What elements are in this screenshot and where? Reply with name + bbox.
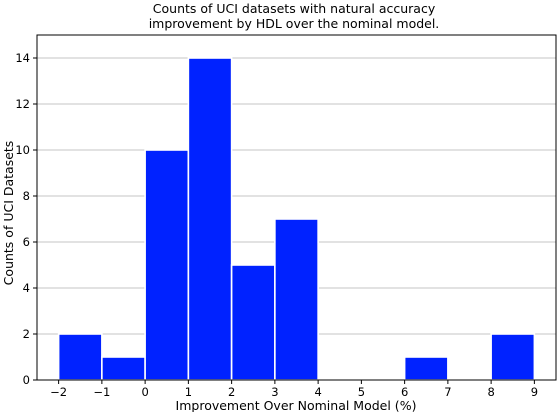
x-tick-label: 9 — [531, 385, 538, 399]
x-tick-label: 8 — [487, 385, 494, 399]
x-tick-label: 5 — [358, 385, 365, 399]
histogram-bar — [144, 149, 190, 381]
x-tick-label: 4 — [314, 385, 321, 399]
y-axis-ticks: 0 2 4 6 8 10 12 14 — [15, 51, 37, 387]
y-tick-label: 10 — [15, 143, 30, 157]
y-tick-label: 8 — [23, 189, 30, 203]
bars — [57, 57, 536, 381]
y-tick-label: 12 — [15, 97, 30, 111]
x-tick-label: 1 — [185, 385, 192, 399]
y-tick-label: 0 — [23, 373, 30, 387]
x-axis-ticks: −2 −1 0 1 2 3 4 5 6 7 8 9 — [50, 380, 538, 399]
histogram-bar — [187, 57, 233, 381]
y-tick-label: 6 — [23, 235, 30, 249]
histogram-bar — [57, 333, 103, 381]
histogram-bar — [230, 264, 276, 381]
plot-frame — [36, 34, 557, 381]
x-tick-label: 2 — [228, 385, 235, 399]
histogram-bar — [101, 356, 146, 381]
x-tick-label: −2 — [50, 385, 67, 399]
histogram-bar — [274, 218, 319, 381]
histogram-bar — [490, 333, 536, 381]
y-tick-label: 4 — [23, 281, 30, 295]
y-tick-label: 2 — [23, 327, 30, 341]
x-tick-label: 3 — [271, 385, 278, 399]
x-tick-label: 7 — [444, 385, 451, 399]
x-tick-label: −1 — [93, 385, 110, 399]
chart-title-line-1: Counts of UCI datasets with natural accu… — [153, 1, 436, 16]
chart-title-line-2: improvement by HDL over the nominal mode… — [149, 16, 440, 31]
histogram-bar — [403, 356, 449, 381]
x-axis-label: Improvement Over Nominal Model (%) — [176, 398, 417, 412]
y-tick-label: 14 — [15, 51, 30, 65]
y-axis-label: Counts of UCI Datasets — [1, 141, 16, 286]
x-tick-label: 0 — [141, 385, 148, 399]
x-tick-label: 6 — [401, 385, 408, 399]
